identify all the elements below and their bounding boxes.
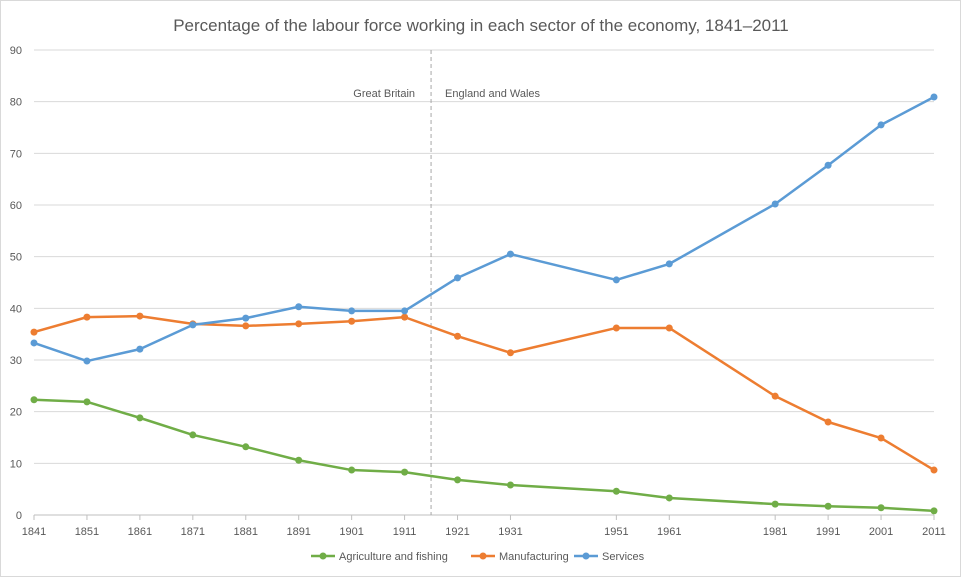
data-point: [295, 456, 303, 464]
data-point: [771, 500, 779, 508]
series-agriculture-and-fishing: [30, 396, 938, 515]
data-point: [824, 418, 832, 426]
x-tick-label: 1951: [604, 526, 628, 538]
y-tick-label: 60: [10, 200, 22, 212]
data-point: [401, 307, 409, 315]
data-point: [83, 398, 91, 406]
data-point: [454, 332, 462, 340]
annotation-england-wales: England and Wales: [445, 88, 540, 100]
y-tick-label: 80: [10, 97, 22, 109]
data-point: [136, 345, 144, 353]
legend-item: Manufacturing: [471, 551, 569, 563]
data-point: [930, 507, 938, 515]
x-tick-label: 1881: [234, 526, 258, 538]
x-tick-label: 1931: [498, 526, 522, 538]
data-point: [348, 307, 356, 315]
series-line-agriculture-and-fishing: [33, 398, 935, 513]
data-point: [295, 303, 303, 311]
data-point: [295, 320, 303, 328]
data-point: [30, 396, 38, 404]
data-point: [877, 434, 885, 442]
data-point: [189, 431, 197, 439]
legend-label: Services: [602, 551, 645, 563]
data-point: [771, 392, 779, 400]
series-manufacturing: [30, 312, 938, 474]
x-tick-label: 1981: [763, 526, 787, 538]
data-point: [242, 322, 250, 330]
data-point: [348, 317, 356, 325]
legend-marker: [582, 552, 590, 560]
data-point: [136, 312, 144, 320]
data-point: [930, 466, 938, 474]
data-point: [877, 504, 885, 512]
data-point: [930, 93, 938, 101]
legend-label: Manufacturing: [499, 551, 569, 563]
x-tick-label: 1961: [657, 526, 681, 538]
data-point: [348, 466, 356, 474]
legend-marker: [319, 552, 327, 560]
data-point: [506, 481, 514, 489]
data-point: [189, 321, 197, 329]
y-tick-label: 10: [10, 458, 22, 470]
data-point: [454, 476, 462, 484]
data-point: [401, 468, 409, 476]
x-tick-label: 1871: [181, 526, 205, 538]
data-point: [30, 328, 38, 336]
data-point: [242, 443, 250, 451]
x-tick-label: 1891: [286, 526, 310, 538]
y-tick-label: 90: [10, 45, 22, 57]
series-line-services: [33, 95, 935, 363]
data-point: [665, 494, 673, 502]
data-point: [83, 357, 91, 365]
x-tick-label: 1911: [393, 526, 417, 538]
data-point: [824, 502, 832, 510]
data-point: [824, 161, 832, 169]
data-point: [612, 324, 620, 332]
y-tick-label: 50: [10, 252, 22, 264]
chart-title: Percentage of the labour force working i…: [173, 16, 789, 35]
y-tick-label: 30: [10, 355, 22, 367]
y-tick-label: 20: [10, 407, 22, 419]
data-point: [771, 200, 779, 208]
series-services: [30, 93, 938, 365]
x-tick-label: 1991: [816, 526, 840, 538]
x-tick-label: 1901: [339, 526, 363, 538]
data-point: [506, 349, 514, 357]
data-point: [242, 314, 250, 322]
data-point: [665, 324, 673, 332]
x-tick-label: 1841: [22, 526, 46, 538]
x-tick-label: 1921: [445, 526, 469, 538]
y-tick-label: 70: [10, 148, 22, 160]
data-point: [454, 274, 462, 282]
x-tick-label: 2011: [922, 526, 946, 538]
data-point: [612, 276, 620, 284]
annotation-great-britain: Great Britain: [353, 88, 415, 100]
legend-label: Agriculture and fishing: [339, 551, 448, 563]
data-point: [877, 121, 885, 129]
data-point: [401, 313, 409, 321]
legend-marker: [479, 552, 487, 560]
x-tick-label: 1851: [75, 526, 99, 538]
x-tick-label: 1861: [128, 526, 152, 538]
x-tick-label: 2001: [869, 526, 893, 538]
y-tick-label: 0: [16, 510, 22, 522]
data-point: [612, 487, 620, 495]
data-point: [83, 313, 91, 321]
data-point: [136, 414, 144, 422]
series-line-manufacturing: [33, 314, 935, 472]
data-point: [506, 250, 514, 258]
data-point: [665, 260, 673, 268]
y-tick-label: 40: [10, 303, 22, 315]
legend-item: Services: [574, 551, 645, 563]
legend-item: Agriculture and fishing: [311, 551, 448, 563]
data-point: [30, 339, 38, 347]
